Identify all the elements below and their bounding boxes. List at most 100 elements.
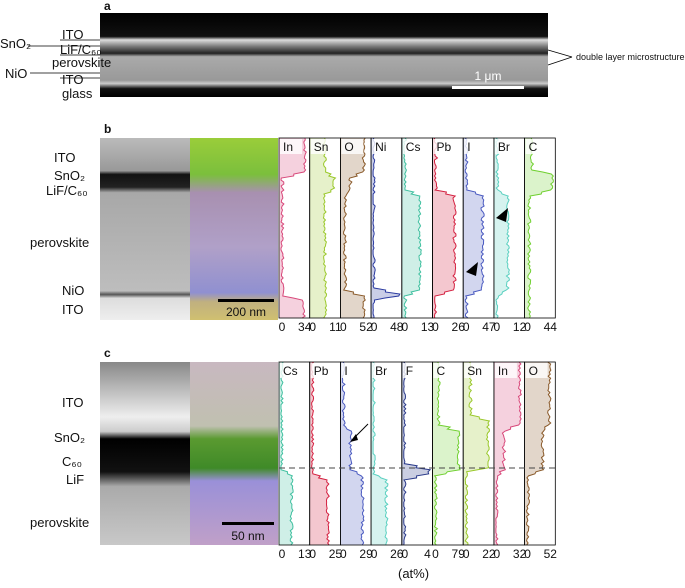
profile-frame: [401, 361, 433, 546]
profile-frame: [524, 137, 556, 319]
element-box: [525, 363, 548, 378]
layer-label: C₆₀: [62, 454, 82, 469]
eds-map: [190, 362, 278, 545]
scale-label: 200 nm: [226, 305, 266, 319]
eds-map: [190, 138, 278, 320]
layer-label: perovskite: [52, 55, 111, 70]
profile-fill: [309, 138, 336, 318]
tick-max: 13: [298, 547, 312, 561]
profile-line: [464, 137, 485, 319]
layer-label: NiO: [5, 66, 27, 81]
profile-line: [403, 361, 432, 546]
profile-line: [372, 137, 401, 319]
profile-fill: [340, 138, 366, 318]
tick-min: 0: [309, 320, 316, 334]
scale-label: 50 nm: [231, 529, 264, 543]
profile-line: [495, 137, 510, 319]
panel-label: b: [104, 122, 111, 136]
profile-line: [526, 137, 554, 319]
element-label: Pb: [437, 140, 452, 154]
tick-max: 26: [390, 547, 404, 561]
arrowhead: [496, 208, 508, 222]
tick-max: 12: [513, 320, 527, 334]
element-box: [525, 139, 548, 154]
element-label: I: [344, 364, 347, 378]
element-label: Ni: [375, 140, 386, 154]
element-box: [402, 139, 425, 154]
tick-min: 0: [494, 547, 501, 561]
profile-line: [342, 137, 366, 319]
tick-min: 0: [279, 320, 286, 334]
element-box: [372, 363, 395, 378]
element-box: [341, 363, 364, 378]
element-label: O: [529, 364, 538, 378]
panel-label: c: [104, 346, 111, 360]
tick-max: 32: [513, 547, 527, 561]
profile-line: [311, 361, 330, 546]
profile-fill: [463, 138, 485, 318]
tick-min: 0: [524, 547, 531, 561]
tick-max: 79: [452, 547, 466, 561]
element-box: [464, 363, 487, 378]
profile-fill: [371, 138, 400, 318]
layer-label: SnO₂: [54, 430, 85, 445]
element-label: Cs: [283, 364, 298, 378]
tick-min: 0: [432, 320, 439, 334]
tick-max: 22: [482, 547, 496, 561]
tick-min: 0: [309, 547, 316, 561]
element-label: C: [529, 140, 538, 154]
element-box: [280, 139, 302, 154]
profile-fill: [493, 362, 522, 545]
tick-min: 0: [401, 320, 408, 334]
layer-label: LiF/C₆₀: [46, 183, 88, 198]
element-label: Pb: [314, 364, 329, 378]
element-label: F: [406, 364, 413, 378]
element-box: [372, 139, 395, 154]
tick-min: 0: [463, 547, 470, 561]
tick-max: 52: [359, 320, 373, 334]
layer-label: perovskite: [30, 235, 89, 250]
profile-line: [341, 361, 365, 546]
tem-image: [100, 138, 190, 320]
profile-fill: [463, 362, 490, 545]
profile-fill: [371, 362, 388, 545]
sem-image: [100, 13, 548, 97]
profile-fill: [432, 362, 461, 545]
scale-label: 1 μm: [475, 69, 502, 83]
element-box: [310, 139, 333, 154]
profile-fill: [279, 138, 307, 318]
element-label: C: [437, 364, 446, 378]
layer-label: ITO: [62, 302, 83, 317]
profile-fill: [401, 362, 431, 545]
tick-max: 48: [390, 320, 404, 334]
tick-max: 4: [424, 547, 431, 561]
element-label: Br: [498, 140, 510, 154]
tem-image: [100, 362, 190, 545]
profile-line: [433, 361, 461, 546]
tick-max: 44: [544, 320, 558, 334]
tick-max: 26: [452, 320, 466, 334]
element-box: [464, 139, 487, 154]
tick-min: 0: [371, 547, 378, 561]
tick-max: 13: [421, 320, 435, 334]
profile-line: [526, 361, 552, 546]
tick-max: 25: [329, 547, 343, 561]
element-label: In: [283, 140, 293, 154]
profile-fill: [524, 138, 554, 318]
tick-min: 0: [463, 320, 470, 334]
element-label: Sn: [314, 140, 329, 154]
element-label: Sn: [467, 364, 482, 378]
tick-max: 11: [329, 320, 342, 334]
element-box: [402, 363, 425, 378]
element-box: [280, 363, 302, 378]
tick-min: 0: [432, 547, 439, 561]
tick-max: 52: [544, 547, 558, 561]
tick-min: 0: [340, 547, 347, 561]
tick-min: 0: [340, 320, 347, 334]
panel-label: a: [104, 0, 111, 13]
profile-line: [464, 361, 491, 546]
profile-frame: [524, 361, 556, 546]
tick-max: 34: [298, 320, 312, 334]
